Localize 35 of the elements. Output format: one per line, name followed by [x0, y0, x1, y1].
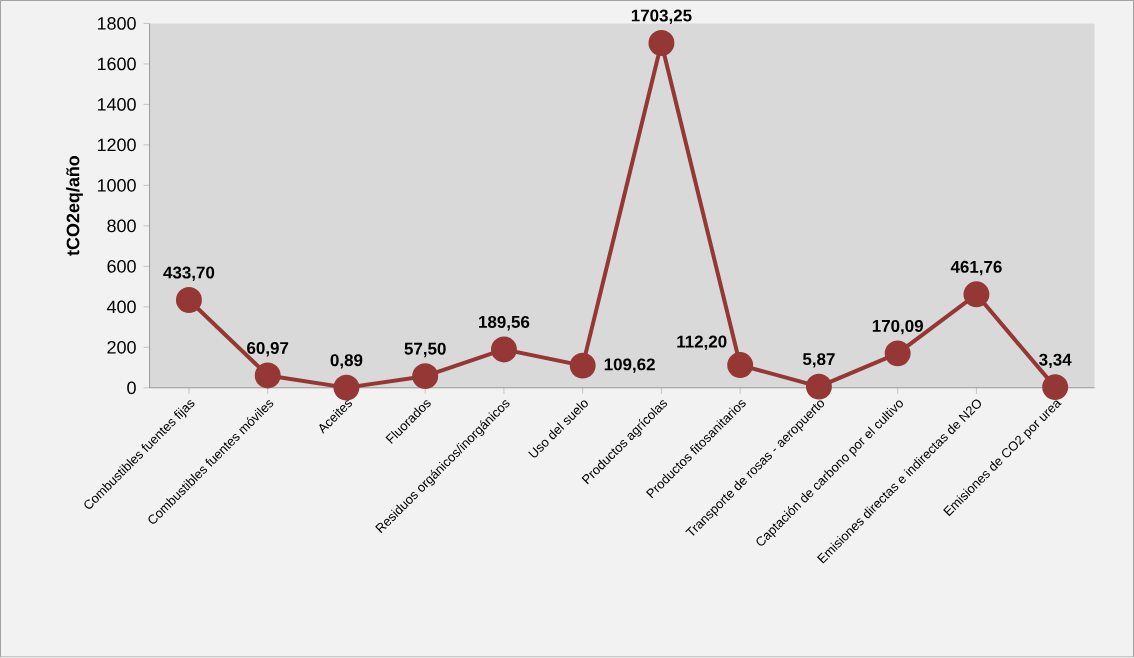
point — [648, 30, 675, 57]
data-label: 0,89 — [330, 354, 363, 369]
data-label: 57,50 — [404, 342, 446, 358]
y-tick-label: 800 — [107, 219, 136, 233]
point — [490, 336, 517, 363]
data-label: 170,09 — [872, 320, 923, 335]
y-tick-label: 200 — [107, 341, 136, 354]
data-label: 5,87 — [802, 353, 835, 368]
data-label: 189,56 — [479, 316, 530, 331]
y-axis-title: tCO2eq/año — [66, 156, 83, 257]
y-tick-label: 1400 — [97, 98, 136, 112]
data-label: 109,62 — [604, 358, 655, 374]
point — [1042, 374, 1069, 401]
point — [805, 373, 832, 400]
y-tick-label: 1200 — [97, 138, 136, 152]
data-label: 1703,25 — [631, 9, 692, 25]
data-label: 3,34 — [1039, 353, 1072, 369]
point — [569, 352, 596, 379]
point — [727, 352, 754, 379]
data-label: 112,20 — [677, 335, 727, 351]
point — [963, 281, 990, 308]
y-tick-label: 600 — [107, 260, 136, 273]
y-tick-label: 1800 — [97, 17, 136, 31]
point — [884, 340, 911, 367]
data-label: 461,76 — [950, 261, 1002, 276]
y-tick-label: 0 — [127, 381, 136, 395]
point — [175, 287, 202, 314]
y-tick-label: 400 — [106, 300, 136, 314]
point — [254, 362, 281, 389]
point — [333, 374, 360, 401]
point — [412, 363, 439, 390]
data-label: 433,70 — [163, 266, 215, 282]
data-label: 60,97 — [247, 342, 289, 357]
y-tick-label: 1600 — [97, 57, 136, 71]
y-tick-label: 1000 — [97, 179, 136, 192]
